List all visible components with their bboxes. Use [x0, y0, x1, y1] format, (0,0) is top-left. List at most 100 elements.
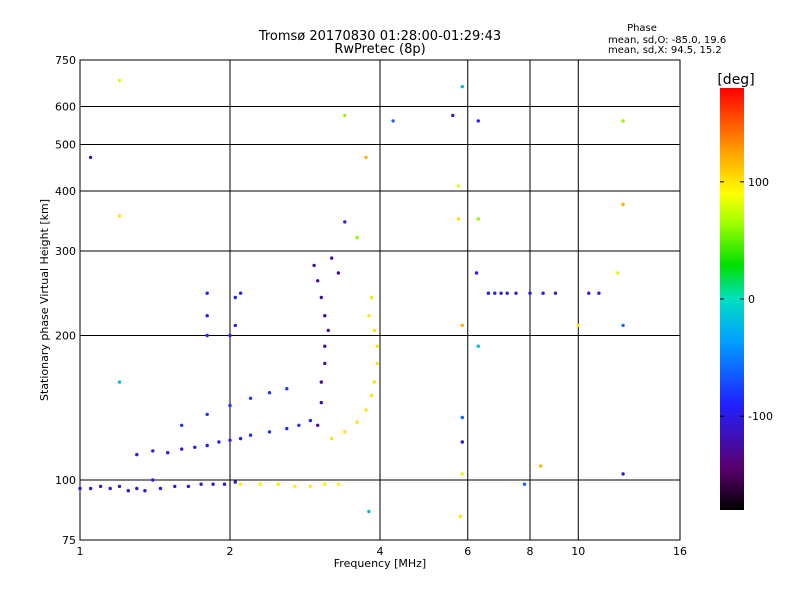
- data-point: [522, 482, 527, 486]
- phase-x-stats: mean, sd,X: 94.5, 15.2: [608, 45, 722, 56]
- data-point: [370, 295, 374, 300]
- data-point: [228, 403, 232, 408]
- data-point: [88, 486, 93, 491]
- data-point: [343, 220, 347, 224]
- colorbar-tick-label: 0: [748, 293, 755, 306]
- data-point: [233, 480, 237, 484]
- y-tick-label: 200: [55, 330, 76, 343]
- data-point: [597, 291, 601, 295]
- data-point: [180, 423, 184, 427]
- data-point: [233, 323, 237, 328]
- data-point: [199, 482, 203, 486]
- data-point: [391, 119, 395, 123]
- data-point: [460, 84, 464, 89]
- data-point: [248, 396, 253, 400]
- data-point: [528, 291, 532, 295]
- data-point: [476, 119, 480, 123]
- data-point: [267, 391, 272, 395]
- data-point: [355, 420, 359, 424]
- x-tick-label: 4: [377, 545, 384, 558]
- data-point: [460, 415, 464, 420]
- y-tick-label: 400: [55, 185, 76, 198]
- data-point: [143, 489, 147, 493]
- y-axis-label: Stationary phase Virtual Height [km]: [38, 199, 51, 401]
- data-point: [217, 440, 221, 444]
- data-point: [323, 361, 327, 366]
- x-axis-ticks: 1 2 4 6 8 10 16: [77, 545, 688, 558]
- data-point: [117, 78, 122, 83]
- data-point: [355, 235, 359, 240]
- data-point: [336, 271, 341, 275]
- data-point: [98, 484, 103, 489]
- data-point: [297, 423, 301, 427]
- data-point: [375, 344, 379, 348]
- data-point: [308, 418, 313, 423]
- data-point: [460, 440, 464, 444]
- colorbar-tick-label: -100: [748, 410, 773, 423]
- data-point: [238, 482, 243, 486]
- data-point: [364, 155, 368, 160]
- phase-heading: Phase: [627, 23, 657, 34]
- data-point: [621, 202, 625, 207]
- data-point: [158, 486, 163, 491]
- data-point: [456, 217, 461, 221]
- data-point: [276, 482, 280, 486]
- data-point: [205, 443, 209, 448]
- data-point: [151, 478, 155, 482]
- data-point: [587, 291, 591, 295]
- colorbar-ticks: -100 0 100: [720, 176, 773, 423]
- data-point: [108, 486, 112, 491]
- data-point: [476, 217, 480, 221]
- data-point: [460, 472, 464, 476]
- data-point: [205, 314, 209, 318]
- data-point: [499, 291, 503, 295]
- x-tick-label: 6: [464, 545, 471, 558]
- data-point: [205, 412, 209, 417]
- data-point: [474, 271, 479, 275]
- data-point: [458, 514, 463, 519]
- data-point: [117, 484, 122, 489]
- data-point: [456, 184, 461, 188]
- data-point: [180, 447, 184, 451]
- data-point: [205, 333, 209, 338]
- grid-lines: [80, 60, 680, 540]
- y-axis-ticks: 75 100 200 300 400 500 600 750: [55, 54, 76, 547]
- data-point: [267, 430, 272, 434]
- data-point: [135, 486, 139, 491]
- data-point: [285, 426, 289, 431]
- data-point: [78, 486, 82, 491]
- data-point: [505, 291, 509, 295]
- data-point: [370, 393, 374, 398]
- y-tick-label: 75: [62, 534, 76, 547]
- data-point: [238, 291, 243, 295]
- data-point: [186, 484, 191, 489]
- data-point: [493, 291, 497, 295]
- data-point: [460, 323, 464, 328]
- data-point: [330, 256, 334, 260]
- data-point: [576, 323, 580, 328]
- data-point: [319, 380, 323, 384]
- data-point: [228, 333, 232, 338]
- data-point: [319, 295, 323, 300]
- data-point: [343, 113, 347, 118]
- data-point: [375, 361, 379, 366]
- y-tick-label: 600: [55, 101, 76, 114]
- data-point: [117, 214, 122, 218]
- data-point: [541, 291, 545, 295]
- x-tick-label: 10: [571, 545, 585, 558]
- data-point: [285, 387, 289, 391]
- data-point: [126, 489, 130, 493]
- data-point: [514, 291, 518, 295]
- data-point: [173, 484, 177, 489]
- data-point: [316, 279, 320, 283]
- data-point: [238, 436, 243, 441]
- data-point: [476, 344, 480, 348]
- x-tick-label: 1: [77, 545, 84, 558]
- data-point: [135, 452, 139, 457]
- data-point: [193, 445, 197, 449]
- data-point: [343, 430, 347, 434]
- colorbar-tick-label: 100: [748, 176, 769, 189]
- y-tick-label: 100: [55, 474, 76, 487]
- data-point: [553, 291, 558, 295]
- data-point: [319, 400, 323, 405]
